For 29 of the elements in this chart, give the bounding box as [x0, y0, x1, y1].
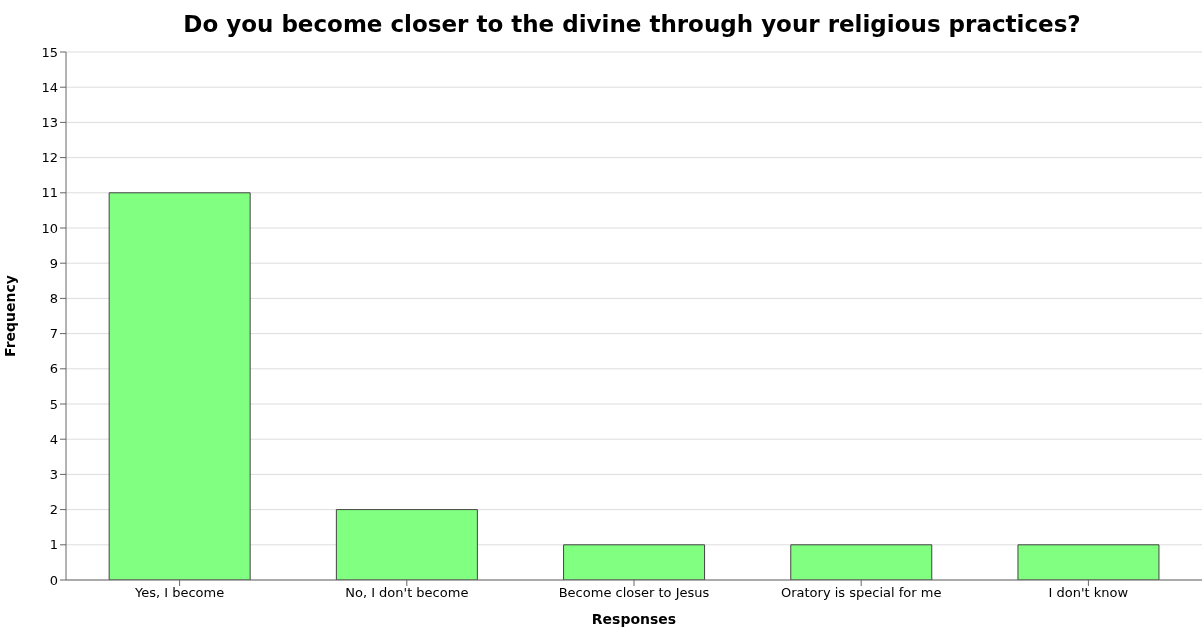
chart-title: Do you become closer to the divine through your religious practices?	[182, 10, 1082, 39]
y-tick-label: 10	[41, 220, 58, 236]
y-tick-label: 2	[49, 502, 58, 518]
y-tick-label: 4	[49, 431, 58, 447]
y-tick-label: 7	[49, 326, 58, 342]
y-tick-label: 0	[49, 572, 58, 588]
y-tick-label: 13	[41, 115, 58, 131]
bar	[790, 544, 933, 580]
y-tick-label: 14	[41, 79, 58, 95]
x-tick-label: I don't know	[1048, 585, 1129, 601]
y-tick-label: 1	[49, 537, 58, 553]
x-tick-label: Become closer to Jesus	[558, 585, 710, 601]
y-tick-label: 5	[49, 396, 58, 412]
y-axis-title: Frequency	[1, 275, 18, 357]
y-tick-label: 9	[49, 255, 58, 271]
y-tick-label: 12	[41, 150, 58, 166]
x-axis-title: Responses	[591, 611, 677, 627]
x-tick-label: Yes, I become	[133, 585, 225, 601]
x-tick-label: No, I don't become	[345, 585, 469, 601]
bar	[335, 509, 478, 580]
bar	[1017, 544, 1160, 580]
y-tick-label: 15	[41, 44, 58, 60]
x-tick-label: Oratory is special for me	[780, 585, 942, 601]
y-tick-label: 11	[41, 185, 58, 201]
y-tick-label: 3	[49, 467, 58, 483]
y-tick-label: 6	[49, 361, 58, 377]
bar	[108, 192, 251, 580]
y-tick-label: 8	[49, 291, 58, 307]
bar	[563, 544, 706, 580]
